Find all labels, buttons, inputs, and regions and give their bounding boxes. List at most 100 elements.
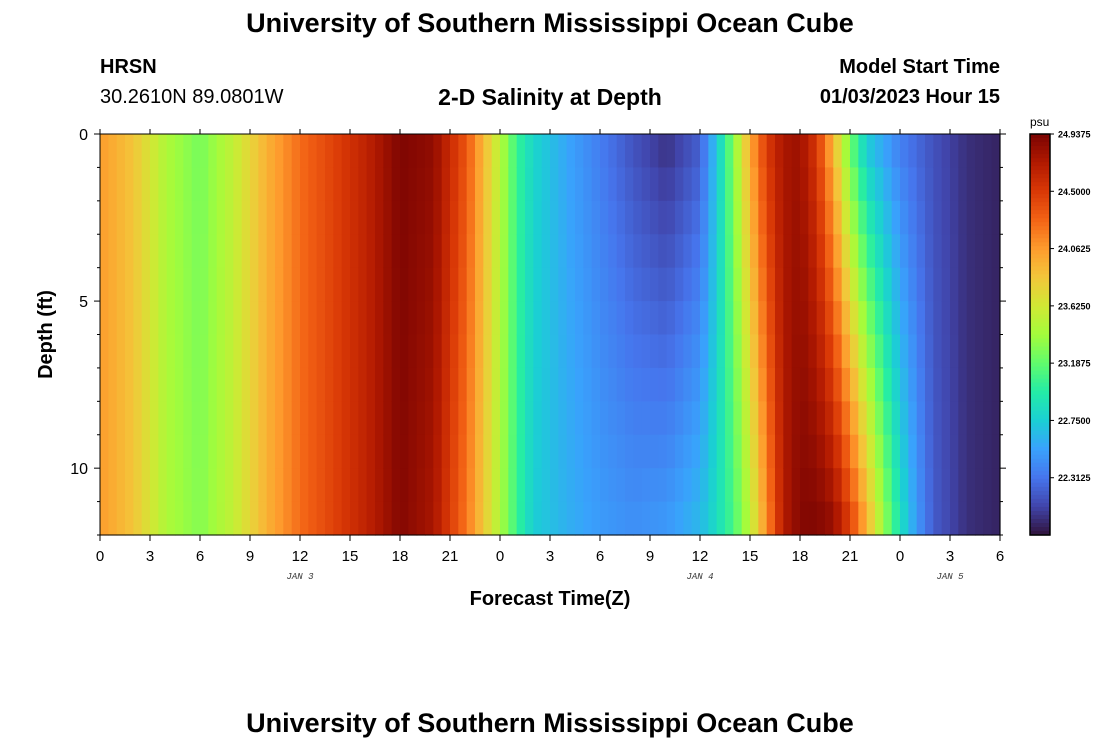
heatmap-cell [100, 334, 109, 369]
heatmap-cell [150, 367, 159, 402]
colorbar-segment [1030, 170, 1050, 175]
colorbar-segment [1030, 482, 1050, 488]
heatmap-cell [983, 468, 993, 503]
heatmap-cell [391, 167, 401, 202]
colorbar-segment [1030, 358, 1050, 364]
heatmap-cell [858, 501, 868, 536]
heatmap-cell [933, 501, 943, 536]
heatmap-cell [633, 200, 643, 235]
heatmap-cell [691, 301, 701, 336]
heatmap-cell [975, 200, 984, 235]
heatmap-cell [633, 367, 643, 402]
heatmap-cell [191, 468, 201, 503]
heatmap-cell [691, 334, 701, 369]
heatmap-cell [791, 134, 801, 169]
heatmap-cell [116, 501, 126, 536]
heatmap-cell [683, 200, 693, 235]
heatmap-cell [600, 200, 609, 235]
heatmap-cell [775, 134, 784, 169]
heatmap-cell [725, 334, 734, 369]
chart-title: University of Southern Mississippi Ocean… [246, 8, 854, 38]
heatmap-cell [575, 200, 584, 235]
heatmap-cell [241, 200, 251, 235]
colorbar-segment [1030, 506, 1050, 512]
heatmap-cell [133, 401, 143, 436]
heatmap-cell [275, 301, 284, 336]
colorbar-segment [1030, 154, 1050, 159]
heatmap-cell [516, 267, 526, 302]
heatmap-cell [250, 401, 259, 436]
heatmap-cell [350, 401, 359, 436]
heatmap-cell [316, 267, 326, 302]
heatmap-cell [516, 367, 526, 402]
heatmap-cell [100, 134, 109, 169]
heatmap-cell [541, 167, 551, 202]
heatmap-cell [350, 501, 359, 536]
colorbar-segment [1030, 234, 1050, 239]
heatmap-cell [508, 200, 518, 235]
heatmap-cell [400, 501, 409, 536]
heatmap-cell [558, 200, 568, 235]
heatmap-cell [358, 167, 368, 202]
heatmap-cell [766, 434, 776, 469]
heatmap-cell [475, 468, 484, 503]
heatmap-cell [350, 367, 359, 402]
colorbar-tick-label: 23.1875 [1058, 359, 1091, 369]
heatmap-cell [950, 367, 959, 402]
heatmap-cell [775, 267, 784, 302]
colorbar-segment [1030, 466, 1050, 472]
heatmap-cell [991, 334, 1001, 369]
heatmap-cell [558, 334, 568, 369]
heatmap-cell [733, 334, 743, 369]
colorbar-tick-label: 24.0625 [1058, 244, 1091, 254]
heatmap-cell [675, 501, 684, 536]
heatmap-cell [116, 134, 126, 169]
heatmap-cell [658, 367, 668, 402]
heatmap-cell [175, 134, 184, 169]
heatmap-cell [183, 334, 193, 369]
heatmap-cell [508, 401, 518, 436]
heatmap-cell [525, 234, 534, 269]
colorbar-segment [1030, 350, 1050, 356]
heatmap-cell [116, 401, 126, 436]
heatmap-cell [741, 267, 751, 302]
colorbar-segment [1030, 530, 1050, 536]
colorbar-segment [1030, 206, 1050, 211]
heatmap-cell [975, 468, 984, 503]
heatmap-cell [350, 234, 359, 269]
colorbar-segment [1030, 282, 1050, 287]
heatmap-cell [491, 134, 501, 169]
x-tick-label: 3 [146, 548, 154, 565]
heatmap-cell [408, 367, 418, 402]
heatmap-cell [700, 167, 709, 202]
heatmap-cell [408, 234, 418, 269]
heatmap-cell [625, 134, 634, 169]
heatmap-cell [116, 434, 126, 469]
heatmap-cell [325, 501, 334, 536]
heatmap-cell [575, 234, 584, 269]
heatmap-cell [658, 468, 668, 503]
heatmap-cell [433, 301, 443, 336]
heatmap-cell [983, 267, 993, 302]
heatmap-cell [733, 167, 743, 202]
heatmap-cell [525, 468, 534, 503]
heatmap-cell [625, 334, 634, 369]
heatmap-cell [458, 167, 468, 202]
heatmap-cell [766, 301, 776, 336]
heatmap-cell [283, 501, 293, 536]
heatmap-cell [858, 134, 868, 169]
heatmap-cell [133, 367, 143, 402]
heatmap-cell [775, 434, 784, 469]
heatmap-cell [458, 200, 468, 235]
heatmap-cell [216, 301, 226, 336]
heatmap-cell [633, 401, 643, 436]
heatmap-cell [566, 334, 576, 369]
heatmap-cell [966, 200, 976, 235]
heatmap-cell [125, 468, 134, 503]
heatmap-cell [575, 434, 584, 469]
heatmap-cell [591, 501, 601, 536]
heatmap-cell [941, 134, 951, 169]
heatmap-cell [808, 401, 818, 436]
heatmap-cell [908, 301, 918, 336]
colorbar-segment [1030, 370, 1050, 376]
